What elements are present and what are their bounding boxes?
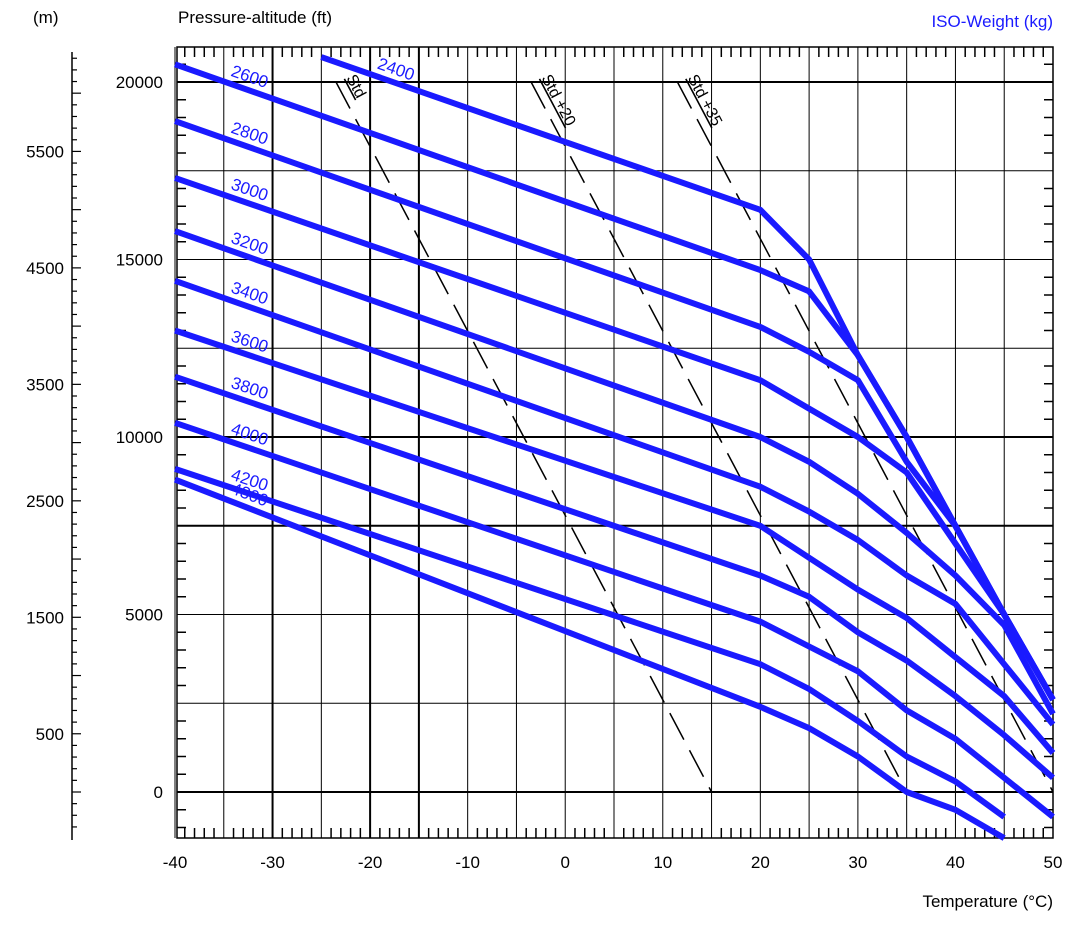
tick-labels: -40 -30 -20 -10 0 10 20 30 40 5005000100001500020…	[26, 73, 1062, 872]
x-tick-label: 10	[653, 853, 672, 872]
y-tick-label: 20000	[116, 73, 163, 92]
x-tick-label: 20	[751, 853, 770, 872]
meter-axis-title: (m)	[33, 8, 58, 27]
reference-line-label: Std	[342, 72, 368, 101]
series-line	[174, 419, 1055, 820]
meter-tick-label: 3500	[26, 375, 64, 394]
x-tick-label: 50	[1044, 853, 1063, 872]
meter-tick-label: 2500	[26, 492, 64, 511]
y-tick-label: 5000	[125, 606, 163, 625]
reference-line-label: Std +20	[538, 72, 579, 129]
y-tick-label: 0	[154, 783, 163, 802]
x-tick-label: -40	[163, 853, 188, 872]
weight-series: 2400260028003000320034003600380040004200…	[173, 54, 1056, 841]
x-tick-label: 0	[560, 853, 569, 872]
series-line	[174, 228, 1056, 716]
x-tick-label: -10	[455, 853, 480, 872]
meter-tick-label: 4500	[26, 259, 64, 278]
series-line	[173, 476, 1006, 841]
reference-line-label: Std +35	[684, 72, 725, 129]
y-axis-title: Pressure-altitude (ft)	[178, 8, 332, 27]
reference-line	[530, 81, 908, 793]
y-tick-label: 10000	[116, 428, 163, 447]
x-tick-label: 30	[848, 853, 867, 872]
series-line	[174, 175, 1056, 702]
series-line	[174, 373, 1055, 781]
x-tick-label: 40	[946, 853, 965, 872]
x-tick-label: -20	[358, 853, 383, 872]
meter-tick-label: 5500	[26, 142, 64, 161]
series-line	[174, 277, 1056, 727]
y-tick-label: 15000	[116, 251, 163, 270]
x-axis-title: Temperature (°C)	[922, 892, 1053, 911]
x-tick-label: -30	[260, 853, 285, 872]
meter-tick-label: 1500	[26, 608, 64, 627]
legend-title: ISO-Weight (kg)	[931, 12, 1053, 31]
meter-tick-label: 500	[36, 725, 64, 744]
axis-ticks	[71, 47, 1053, 840]
series-line	[174, 327, 1056, 755]
series-line	[174, 466, 1006, 820]
